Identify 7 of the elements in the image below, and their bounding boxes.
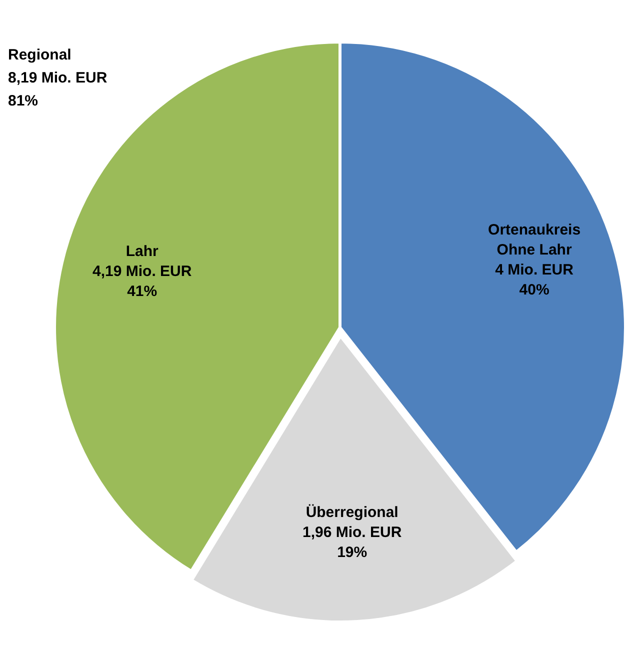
slice-label: Überregional: [306, 504, 398, 521]
text: Regional 8,19 Mio. EUR 81%: [8, 46, 108, 110]
data-label: 1,96 Mio. EUR 19%: [302, 524, 402, 561]
data-label: 4,19 Mio. EUR 41%: [92, 263, 192, 300]
slice-label: Lahr: [126, 243, 159, 260]
data-label: 4 Mio. EUR 40%: [495, 262, 574, 298]
slice-label: Ortenaukreis Ohne Lahr: [488, 222, 581, 258]
